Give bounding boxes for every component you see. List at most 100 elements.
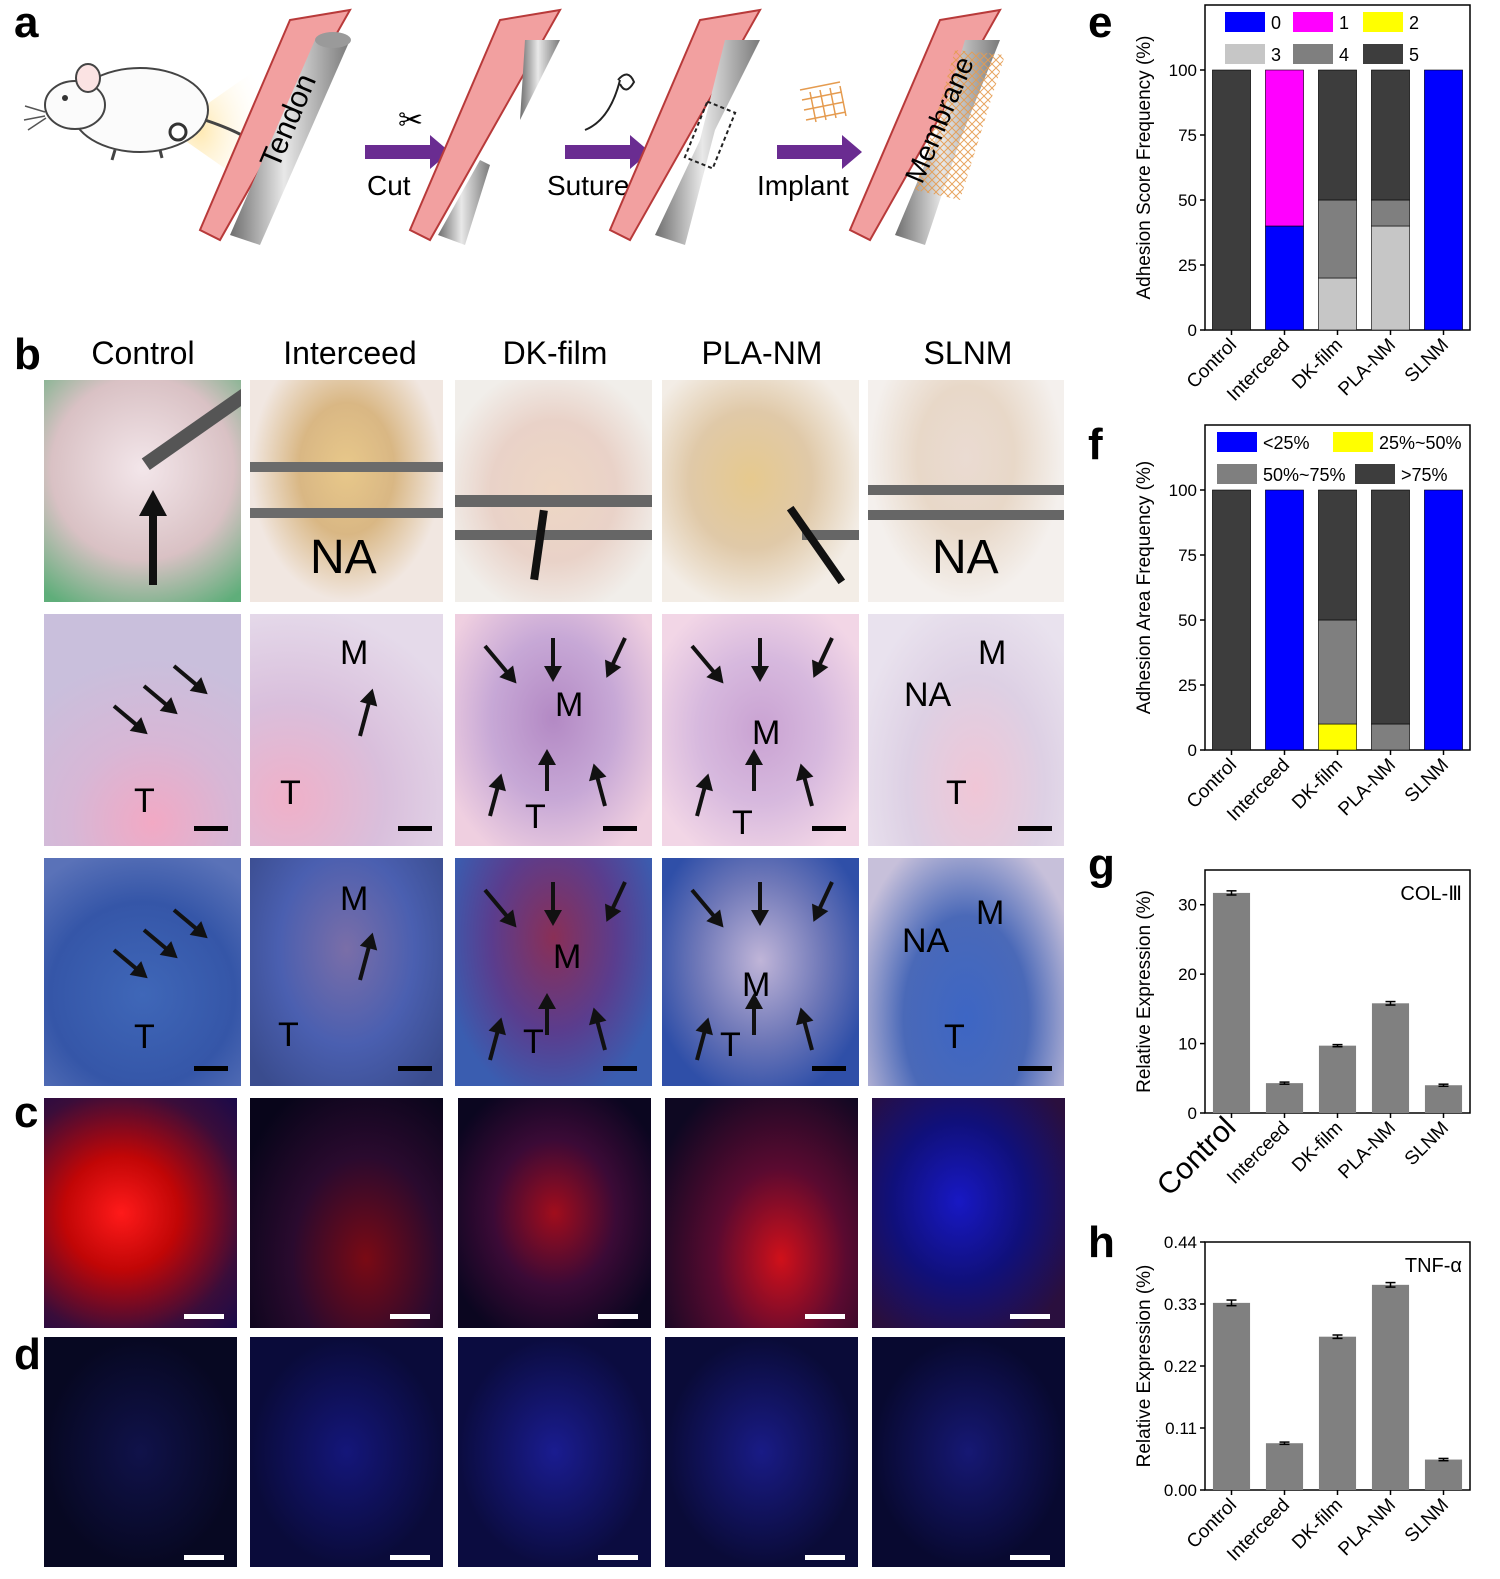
annotation-arrow: [805, 881, 834, 926]
annotation-arrow: [690, 888, 731, 934]
bar-segment: [1318, 69, 1357, 201]
y-tick-label: 0.44: [1164, 1233, 1197, 1252]
tendon-tube-membrane: Membrane: [848, 8, 1005, 245]
y-axis-label: Relative Expression (%): [1134, 890, 1155, 1093]
scale-bar: [805, 1314, 845, 1319]
step-implant: Implant: [757, 170, 849, 201]
annotation-arrow: [584, 1005, 607, 1051]
photo-slnm: NA: [868, 380, 1064, 602]
masson-stain-pla-nm: M T: [662, 858, 859, 1086]
scale-bar: [1018, 1066, 1052, 1071]
y-tick-label: 25: [1178, 676, 1197, 695]
legend-label: 50%~75%: [1263, 465, 1346, 485]
y-tick-label: 20: [1178, 965, 1197, 984]
annotation-arrow: [483, 888, 524, 934]
if-tnf-dk-film: [458, 1337, 651, 1567]
legend-label: 0: [1271, 13, 1281, 33]
x-tick-label: SLNM: [1401, 335, 1453, 387]
needle-icon: [584, 73, 636, 131]
he-label-na-slnm: NA: [904, 676, 952, 714]
y-tick-label: 0: [1188, 741, 1197, 760]
scale-bar: [398, 1066, 432, 1071]
chart-annotation: COL-Ⅲ: [1400, 883, 1462, 905]
x-tick-label: SLNM: [1401, 1495, 1453, 1547]
bar-segment: [1424, 489, 1463, 751]
y-tick-label: 0: [1188, 321, 1197, 340]
scale-bar: [805, 1555, 845, 1560]
y-tick-label: 0.00: [1164, 1481, 1197, 1500]
masson-label-m-interceed: M: [340, 880, 369, 918]
bar: [1371, 1284, 1410, 1490]
bar-segment: [1265, 225, 1304, 331]
annotation-arrow: [745, 993, 763, 1035]
bar-segment: [1265, 489, 1304, 751]
tendon-tube-intact: Tendon: [198, 8, 352, 245]
bar-segment: [1371, 225, 1410, 331]
legend-label: >75%: [1401, 465, 1448, 485]
arrow-implant: [777, 135, 862, 169]
column-header-pla-nm: PLA-NM: [701, 335, 823, 371]
if-col3-interceed: [250, 1098, 443, 1328]
annotation-arrow: [358, 930, 382, 981]
mesh-icon: [799, 81, 847, 123]
x-tick-label: SLNM: [1401, 755, 1453, 807]
legend-label: <25%: [1263, 433, 1310, 453]
y-tick-label: 30: [1178, 896, 1197, 915]
scale-bar: [184, 1314, 224, 1319]
bar: [1265, 1443, 1304, 1490]
bar: [1265, 1083, 1304, 1113]
y-tick-label: 0.22: [1164, 1357, 1197, 1376]
scale-bar: [598, 1555, 638, 1560]
if-tnf-interceed: [250, 1337, 443, 1567]
legend-swatch: [1225, 12, 1265, 32]
legend-swatch: [1217, 464, 1257, 484]
masson-stain-control: T: [44, 858, 241, 1086]
he-label-t-dk-film: T: [525, 798, 546, 836]
panel-label-a: a: [14, 0, 39, 47]
he-label-m-pla-nm: M: [752, 714, 781, 752]
masson-label-t-interceed: T: [278, 1016, 299, 1054]
annotation-arrow: [598, 637, 627, 682]
legend-label: 4: [1339, 45, 1349, 65]
bar: [1318, 1045, 1357, 1113]
legend-swatch: [1217, 432, 1257, 452]
panel-label-b: b: [14, 330, 41, 379]
annotation-arrow: [538, 993, 556, 1035]
bar-segment: [1318, 723, 1357, 751]
annotation-arrow: [483, 644, 524, 690]
masson-label-t-control: T: [134, 1018, 155, 1056]
annotation-arrow: [544, 882, 562, 926]
bar-segment: [1265, 69, 1304, 227]
x-tick-label: PLA-NM: [1334, 1118, 1400, 1184]
he-label-m-dk-film: M: [555, 686, 584, 724]
he-stain-control: T: [44, 614, 241, 846]
masson-stain-dk-film: M T: [455, 858, 652, 1086]
he-label-m-interceed: M: [340, 634, 369, 672]
bar-segment: [1318, 199, 1357, 279]
if-col3-dk-film: [458, 1098, 651, 1328]
y-tick-label: 25: [1178, 256, 1197, 275]
masson-stain-slnm: M NA T: [868, 858, 1064, 1086]
legend-swatch: [1363, 44, 1403, 64]
masson-label-na-slnm: NA: [902, 922, 950, 960]
annotation-arrow: [791, 1005, 814, 1051]
legend-swatch: [1333, 432, 1373, 452]
scale-bar: [194, 1066, 228, 1071]
y-tick-label: 50: [1178, 191, 1197, 210]
y-tick-label: 0: [1188, 1104, 1197, 1123]
bar: [1424, 1085, 1463, 1113]
bar-segment: [1371, 723, 1410, 751]
he-label-t-control: T: [134, 782, 155, 820]
scissors-icon: ✂: [398, 104, 423, 137]
y-tick-label: 100: [1169, 481, 1197, 500]
y-tick-label: 0.33: [1164, 1295, 1197, 1314]
column-header-control: Control: [91, 335, 195, 371]
arrow-cut: [365, 135, 450, 169]
he-label-t-slnm: T: [946, 774, 967, 812]
annotation-arrow: [584, 761, 607, 807]
masson-label-m-slnm: M: [976, 894, 1005, 932]
bar: [1212, 1302, 1251, 1490]
